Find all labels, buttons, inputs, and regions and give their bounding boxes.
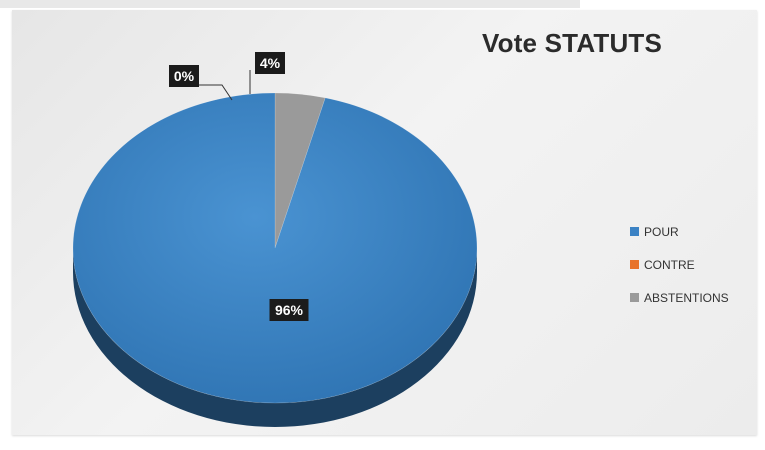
data-label-contre-box — [169, 65, 199, 87]
legend-label-contre: CONTRE — [644, 257, 695, 272]
data-label-pour-box — [269, 299, 309, 321]
pie-top — [72, 92, 478, 404]
leader-line-contre — [198, 84, 233, 101]
legend-swatch-abstentions — [630, 293, 639, 302]
data-label-abstentions-box — [255, 52, 285, 74]
pie-labels: 96% 0% 4% — [169, 52, 309, 321]
legend-label-abstentions: ABSTENTIONS — [644, 290, 729, 305]
pie-slice-abstentions — [274, 92, 326, 249]
legend-item-abstentions: ABSTENTIONS — [630, 288, 729, 307]
legend-item-pour: POUR — [630, 222, 729, 241]
legend-label-pour: POUR — [644, 224, 679, 239]
top-edge — [0, 0, 580, 8]
pie-side-pour — [73, 248, 477, 427]
data-label-pour: 96% — [275, 302, 304, 318]
chart-title: Vote STATUTS — [482, 28, 663, 58]
pie-slice-pour — [72, 92, 478, 404]
legend: POUR CONTRE ABSTENTIONS — [630, 222, 729, 321]
pie-depth — [73, 248, 477, 427]
legend-swatch-pour — [630, 227, 639, 236]
data-label-abstentions: 4% — [260, 55, 281, 71]
legend-item-contre: CONTRE — [630, 255, 729, 274]
data-label-contre: 0% — [174, 68, 195, 84]
legend-swatch-contre — [630, 260, 639, 269]
